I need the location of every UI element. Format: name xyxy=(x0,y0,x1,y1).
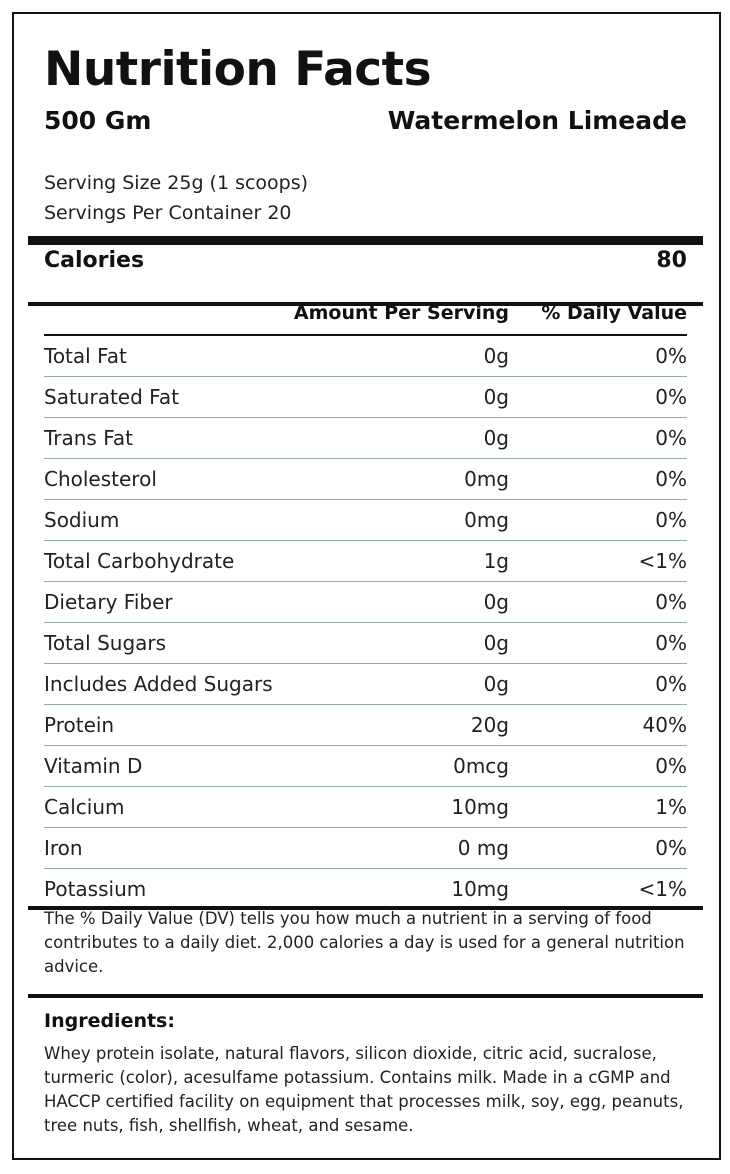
nutrient-row: Protein 20g 40% xyxy=(44,705,687,746)
nutrient-daily-value: <1% xyxy=(638,549,688,573)
nutrient-name: Calcium xyxy=(44,795,125,819)
nutrient-daily-value: 0% xyxy=(655,467,687,491)
nutrient-daily-value: 0% xyxy=(655,754,687,778)
nutrient-name: Protein xyxy=(44,713,115,737)
nutrient-row: Trans Fat 0g 0% xyxy=(44,418,687,459)
nutrient-name: Iron xyxy=(44,836,83,860)
ingredients-text: Whey protein isolate, natural flavors, s… xyxy=(44,1044,684,1135)
nutrient-amount: 0g xyxy=(483,344,509,368)
nutrient-name: Total Fat xyxy=(44,344,127,368)
nutrient-row: Sodium 0mg 0% xyxy=(44,500,687,541)
nutrient-name: Total Sugars xyxy=(44,631,167,655)
nutrient-amount: 10mg xyxy=(451,795,509,819)
nutrient-amount: 0g xyxy=(483,426,509,450)
nutrient-row: Includes Added Sugars 0g 0% xyxy=(44,664,687,705)
nutrient-amount: 0g xyxy=(483,590,509,614)
nutrient-name: Trans Fat xyxy=(44,426,133,450)
divider-thick xyxy=(28,236,703,245)
divider-medium xyxy=(28,302,703,306)
nutrient-name: Vitamin D xyxy=(44,754,143,778)
divider-medium xyxy=(28,906,703,910)
nutrition-label xyxy=(12,12,721,1160)
nutrient-daily-value: 0% xyxy=(655,385,687,409)
nutrient-amount: 0g xyxy=(483,631,509,655)
nutrient-row: Total Carbohydrate 1g <1% xyxy=(44,541,687,582)
nutrient-name: Dietary Fiber xyxy=(44,590,173,614)
nutrient-daily-value: <1% xyxy=(638,877,688,901)
nutrient-daily-value: 0% xyxy=(655,344,687,368)
nutrient-name: Cholesterol xyxy=(44,467,157,491)
nutrient-daily-value: 0% xyxy=(655,508,687,532)
ingredients-title: Ingredients: xyxy=(44,1010,175,1032)
nutrient-amount: 0mg xyxy=(464,467,509,491)
calories-value: 80 xyxy=(656,248,687,273)
nutrient-name: Saturated Fat xyxy=(44,385,179,409)
nutrient-row: Dietary Fiber 0g 0% xyxy=(44,582,687,623)
nutrient-name: Potassium xyxy=(44,877,147,901)
nutrient-amount: 1g xyxy=(483,549,509,573)
nutrient-amount: 0g xyxy=(483,385,509,409)
nutrient-daily-value: 0% xyxy=(655,631,687,655)
nutrient-daily-value: 40% xyxy=(642,713,687,737)
nutrient-daily-value: 0% xyxy=(655,590,687,614)
amount-per-serving-header: Amount Per Serving xyxy=(293,302,509,324)
nutrient-row: Saturated Fat 0g 0% xyxy=(44,377,687,418)
divider-medium xyxy=(28,994,703,998)
nutrient-table: Total Fat 0g 0% Saturated Fat 0g 0% Tran… xyxy=(44,336,687,909)
nutrient-name: Total Carbohydrate xyxy=(44,549,235,573)
nutrient-daily-value: 0% xyxy=(655,672,687,696)
nutrient-amount: 10mg xyxy=(451,877,509,901)
label-title: Nutrition Facts xyxy=(44,42,432,97)
calories-label: Calories xyxy=(44,248,145,273)
nutrient-name: Includes Added Sugars xyxy=(44,672,273,696)
product-size: 500 Gm xyxy=(44,106,152,135)
nutrient-row: Total Sugars 0g 0% xyxy=(44,623,687,664)
nutrient-name: Sodium xyxy=(44,508,120,532)
serving-size: Serving Size 25g (1 scoops) xyxy=(44,172,309,194)
nutrient-row: Cholesterol 0mg 0% xyxy=(44,459,687,500)
product-flavor: Watermelon Limeade xyxy=(387,106,687,135)
nutrient-amount: 0mcg xyxy=(453,754,509,778)
header-divider xyxy=(44,334,687,336)
nutrient-row: Vitamin D 0mcg 0% xyxy=(44,746,687,787)
daily-value-header: % Daily Value xyxy=(541,302,687,324)
nutrient-amount: 20g xyxy=(470,713,509,737)
nutrient-row: Total Fat 0g 0% xyxy=(44,336,687,377)
nutrient-row: Iron 0 mg 0% xyxy=(44,828,687,869)
nutrient-row: Potassium 10mg <1% xyxy=(44,869,687,909)
nutrient-amount: 0 mg xyxy=(457,836,509,860)
servings-per-container: Servings Per Container 20 xyxy=(44,202,292,224)
nutrient-daily-value: 1% xyxy=(655,795,687,819)
nutrient-row: Calcium 10mg 1% xyxy=(44,787,687,828)
nutrient-amount: 0mg xyxy=(464,508,509,532)
nutrient-amount: 0g xyxy=(483,672,509,696)
daily-value-footnote: The % Daily Value (DV) tells you how muc… xyxy=(44,909,685,976)
nutrient-daily-value: 0% xyxy=(655,426,687,450)
nutrient-daily-value: 0% xyxy=(655,836,687,860)
